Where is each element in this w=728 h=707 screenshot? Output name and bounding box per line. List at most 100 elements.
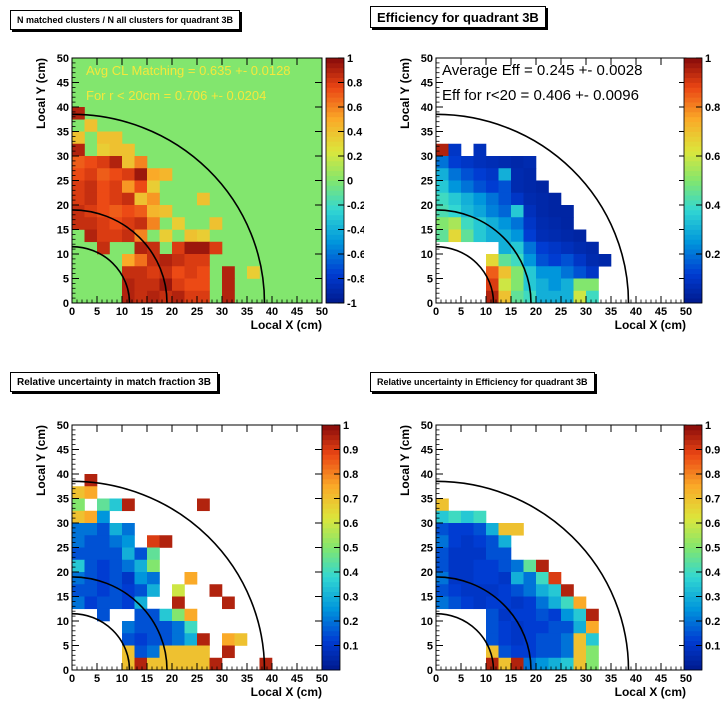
heatmap-cell	[486, 156, 499, 169]
heatmap-cell	[72, 180, 85, 194]
color-bar-segment	[684, 449, 702, 455]
y-tick-label: 45	[421, 445, 433, 457]
heatmap-cell	[473, 559, 487, 573]
heatmap-cell	[486, 254, 499, 267]
color-bar-segment	[684, 249, 702, 255]
heatmap-cell	[122, 621, 135, 634]
x-tick-label: 15	[141, 673, 153, 685]
color-bar-segment	[684, 239, 702, 245]
heatmap-cell	[586, 278, 599, 292]
x-tick-label: 50	[316, 673, 328, 685]
color-bar-tick-label: 0.2	[347, 151, 362, 163]
y-tick-label: 25	[421, 176, 433, 188]
heatmap-cell	[84, 168, 98, 181]
x-tick-label: 20	[530, 306, 542, 318]
heatmap-cell	[134, 584, 148, 597]
color-bar-segment	[322, 611, 340, 617]
y-tick-label: 25	[421, 543, 433, 555]
color-bar-segment	[684, 58, 702, 64]
x-tick-label: 10	[480, 306, 492, 318]
heatmap-cell	[172, 645, 185, 659]
heatmap-cell	[134, 205, 148, 218]
heatmap-cell	[436, 498, 449, 512]
color-bar-segment	[684, 258, 702, 265]
y-axis-label: Local Y (cm)	[398, 425, 412, 496]
color-bar-tick-label: 1	[347, 53, 353, 65]
x-tick-label: 30	[580, 306, 592, 318]
color-bar-segment	[684, 606, 702, 612]
color-bar-tick-label: 0.1	[343, 641, 358, 653]
y-tick-label: 50	[57, 420, 69, 432]
color-bar-segment	[684, 439, 702, 445]
heatmap-cell	[109, 217, 123, 230]
color-bar-segment	[322, 625, 340, 632]
y-tick-label: 10	[421, 249, 433, 261]
heatmap-cell	[72, 217, 85, 230]
x-axis-label: Local X (cm)	[251, 685, 322, 699]
color-bar-tick-label: 0.4	[343, 567, 359, 579]
color-bar-segment	[684, 621, 702, 627]
color-bar-segment	[322, 425, 340, 431]
heatmap-cell	[109, 498, 123, 512]
heatmap-cell	[97, 131, 110, 145]
heatmap-cell	[473, 143, 487, 157]
x-tick-label: 30	[216, 673, 228, 685]
color-bar-segment	[322, 640, 340, 646]
heatmap-cell	[134, 241, 148, 255]
heatmap-cell	[523, 596, 537, 610]
heatmap-cell	[498, 572, 512, 585]
heatmap-cell	[122, 205, 135, 218]
radius-arc	[72, 113, 266, 303]
color-bar-segment	[684, 425, 702, 431]
heatmap-cell	[109, 572, 123, 585]
y-tick-label: 50	[421, 53, 433, 65]
heatmap-cell	[97, 547, 110, 561]
heatmap-cell	[97, 156, 110, 169]
color-bar-segment	[326, 214, 344, 221]
heatmap-cell	[84, 596, 98, 610]
color-bar-segment	[684, 552, 702, 558]
color-bar-segment	[322, 655, 340, 661]
color-bar-segment	[326, 254, 344, 260]
heatmap-cell	[134, 278, 148, 292]
heatmap-cell	[197, 266, 210, 279]
heatmap-cell	[523, 657, 537, 671]
heatmap-cell	[536, 657, 549, 671]
color-bar-segment	[684, 234, 702, 240]
color-bar-tick-label: 0.8	[705, 102, 720, 114]
heatmap-cell	[586, 290, 599, 304]
y-tick-label: 15	[421, 592, 433, 604]
heatmap-cell	[461, 229, 474, 243]
color-bar-segment	[684, 273, 702, 279]
color-bar-segment	[322, 459, 340, 465]
x-tick-label: 40	[630, 673, 642, 685]
color-bar-segment	[684, 92, 702, 98]
heatmap-cell	[473, 192, 487, 206]
color-bar-segment	[326, 205, 344, 211]
radius-arc	[72, 209, 168, 303]
heatmap-cell	[197, 254, 210, 267]
heatmap-cell	[523, 168, 537, 181]
radius-arc	[72, 480, 266, 670]
color-bar-segment	[322, 542, 340, 548]
heatmap-cell	[586, 608, 599, 622]
heatmap-cell	[109, 192, 123, 206]
heatmap-cell	[548, 621, 562, 634]
y-tick-label: 50	[421, 420, 433, 432]
heatmap-cell	[197, 657, 210, 671]
heatmap-cell	[498, 156, 512, 169]
heatmap-cell	[159, 254, 173, 267]
color-bar-segment	[684, 185, 702, 191]
chart-title: Relative uncertainty in Efficiency for q…	[370, 372, 595, 392]
panel-match-uncertainty: Relative uncertainty in match fraction 3…	[0, 360, 364, 707]
heatmap-cell	[536, 241, 549, 255]
color-bar-segment	[322, 581, 340, 588]
heatmap-cell	[147, 584, 160, 597]
color-bar-segment	[684, 200, 702, 206]
heatmap-cell	[548, 657, 562, 671]
heatmap-cell	[536, 633, 549, 646]
heatmap-cell	[172, 266, 185, 279]
heatmap-cell	[197, 192, 210, 206]
panel-efficiency-uncertainty: Relative uncertainty in Efficiency for q…	[364, 360, 728, 707]
color-bar-segment	[326, 121, 344, 127]
